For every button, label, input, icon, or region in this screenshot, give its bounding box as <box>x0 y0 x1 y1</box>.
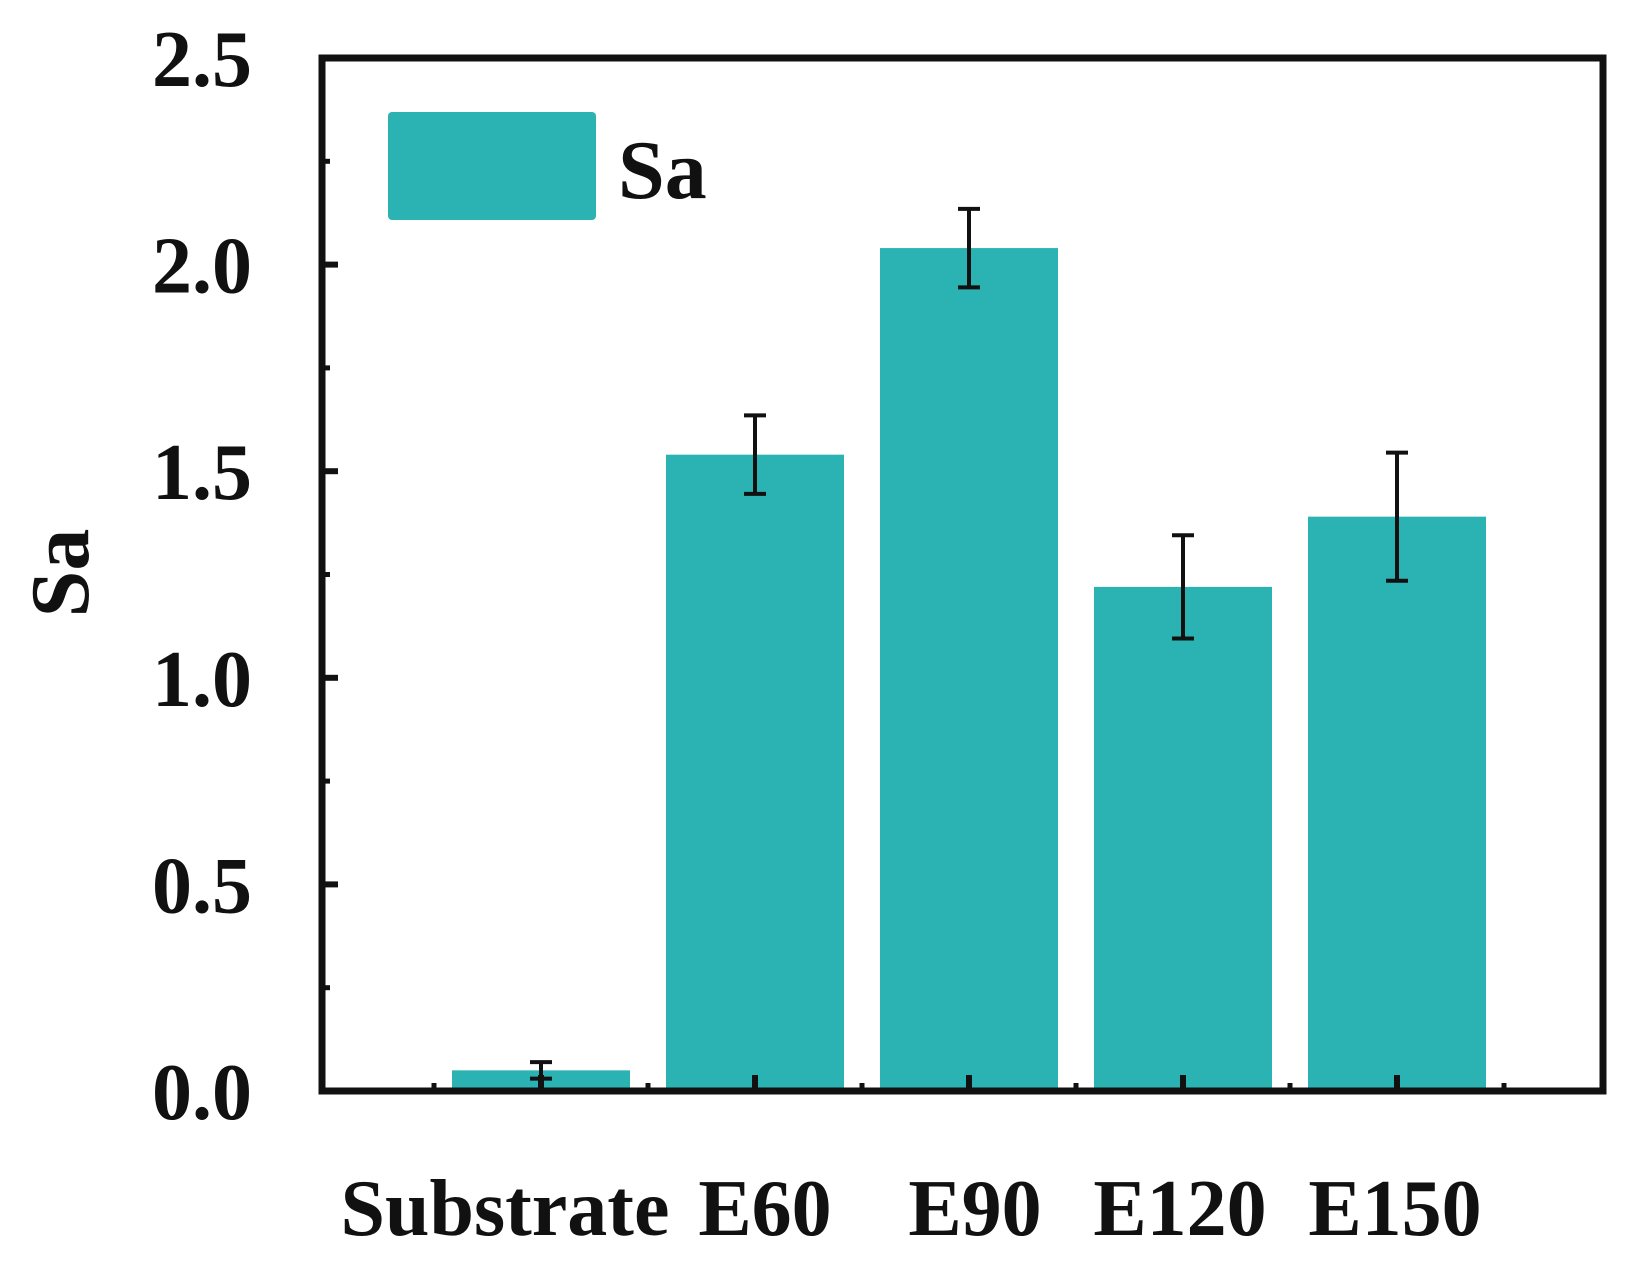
error-bars-layer <box>530 206 1408 1081</box>
x-tick-label-e90: E90 <box>908 1165 1041 1253</box>
y-tick-label: 2.5 <box>152 16 252 104</box>
plot-frame <box>318 54 1607 1095</box>
bar-e120 <box>1094 586 1272 1091</box>
error-bar-e120 <box>1172 533 1194 641</box>
bar-e90 <box>880 248 1058 1091</box>
legend-swatch <box>388 112 596 220</box>
error-bar-e60 <box>744 413 766 496</box>
x-tick-label-e150: E150 <box>1308 1165 1481 1253</box>
x-tick-labels: Substrate E60 E90 E120 E150 <box>341 1165 1482 1253</box>
y-tick-label: 2.0 <box>152 223 252 311</box>
y-axis-title: Sa <box>14 529 107 618</box>
y-tick-label: 0.0 <box>152 1049 252 1137</box>
y-tick-label: 1.5 <box>152 429 252 517</box>
y-tick-label: 0.5 <box>152 842 252 930</box>
x-tick-label-e60: E60 <box>698 1165 831 1253</box>
y-tick-labels: 0.0 0.5 1.0 1.5 2.0 2.5 <box>152 16 252 1137</box>
bars-layer <box>452 248 1486 1091</box>
y-tick-label: 1.0 <box>152 636 252 724</box>
x-tick-label-substrate: Substrate <box>341 1165 670 1253</box>
bar-e150 <box>1308 516 1486 1091</box>
x-tick-label-e120: E120 <box>1093 1165 1266 1253</box>
bar-e60 <box>666 454 844 1091</box>
legend: Sa <box>388 112 707 220</box>
error-bar-e90 <box>958 206 980 290</box>
error-bar-e150 <box>1386 450 1408 583</box>
legend-label-sa: Sa <box>618 124 707 217</box>
